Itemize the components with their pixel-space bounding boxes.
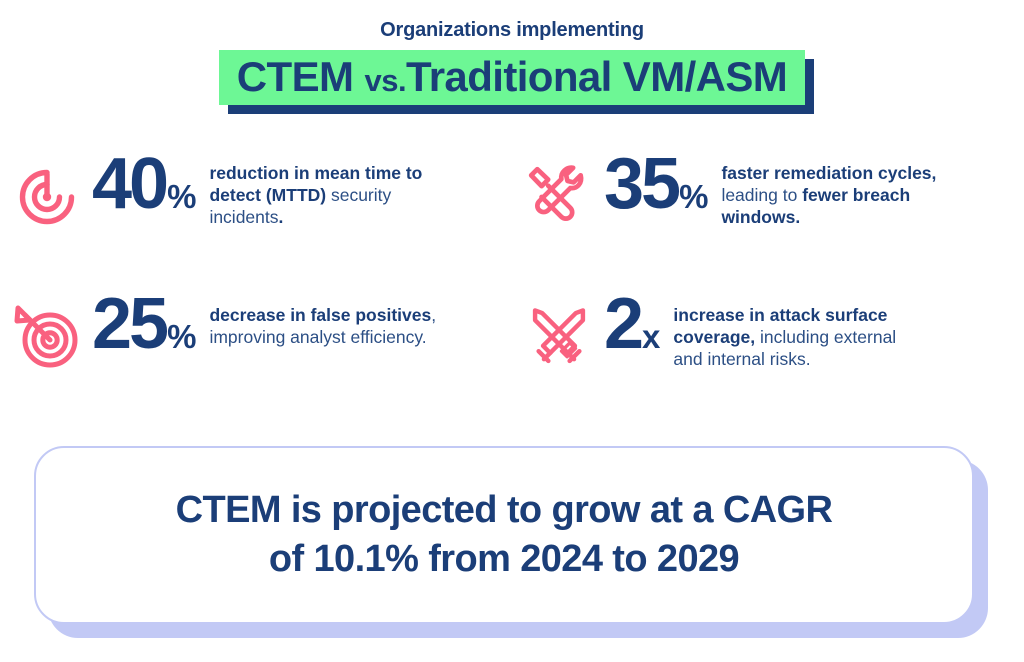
stat-description: reduction in mean time to detect (MTTD) … [209,150,451,229]
title-vs-dot: . [397,63,407,98]
callout-line-1: CTEM is projected to grow at a CAGR [175,488,833,531]
title-vs: vs [364,63,398,98]
title-block: CTEM vs.Traditional VM/ASM [218,50,815,115]
stat-description-bold: reduction in mean time to detect (MTTD) [209,163,423,206]
stat-suffix: % [679,178,708,215]
stat-suffix: x [642,318,660,355]
stat-description: decrease in false positives, improving a… [209,290,451,348]
stat-value: 35 % [604,144,708,224]
stat-description-trailing: fewer breach windows. [721,185,911,228]
stat-value: 25 % [92,284,196,364]
stat-item: 25 % decrease in false positives, improv… [0,284,512,430]
stat-number: 40 [92,144,169,224]
title-part-1: CTEM [236,53,365,100]
stat-description-regular: , improving analyst efficiency. [209,305,437,348]
stat-description: increase in attack surface coverage, inc… [673,290,915,371]
stat-description-regular: security incidents [209,185,392,228]
callout-text: CTEM is projected to grow at a CAGR of 1… [176,486,833,585]
callout-line-2: of 10.1% from 2024 to 2029 [268,538,740,580]
stat-value: 2 x [604,284,660,364]
wrench-screwdriver-icon [520,158,598,236]
stat-item: 2 x increase in attack surface coverage,… [512,284,1024,430]
infographic-header: Organizations implementing CTEM vs.Tradi… [0,0,1024,115]
stat-number: 35 [604,144,681,224]
eyebrow-text: Organizations implementing [380,19,644,41]
callout-card: CTEM is projected to grow at a CAGR of 1… [34,446,974,624]
stat-item: 40 % reduction in mean time to detect (M… [0,144,512,290]
stat-number: 2 [604,284,644,364]
target-arrow-icon [8,298,86,376]
stat-description-trailing: . [278,207,284,228]
stat-suffix: % [167,318,196,355]
stat-description: faster remediation cycles, leading to fe… [721,150,963,229]
stats-grid: 40 % reduction in mean time to detect (M… [0,144,1024,430]
stat-suffix: % [167,178,196,215]
stat-description-bold: faster remediation cycles, [721,163,937,183]
stat-description-bold: decrease in false positives [209,305,432,325]
title-highlight: CTEM vs.Traditional VM/ASM [218,50,806,106]
crossed-swords-icon [520,298,598,376]
stat-description-bold: increase in attack surface coverage, [673,305,888,348]
title-part-2: Traditional VM/ASM [405,53,788,100]
stat-number: 25 [92,284,169,364]
stat-description-regular: including external and internal risks. [673,327,897,370]
stat-description-regular: leading to [721,185,803,206]
page-title: CTEM vs.Traditional VM/ASM [236,53,788,100]
radar-detect-icon [8,158,86,236]
callout-block: CTEM is projected to grow at a CAGR of 1… [34,446,988,638]
stat-value: 40 % [92,144,196,224]
stat-item: 35 % faster remediation cycles, leading … [512,144,1024,290]
